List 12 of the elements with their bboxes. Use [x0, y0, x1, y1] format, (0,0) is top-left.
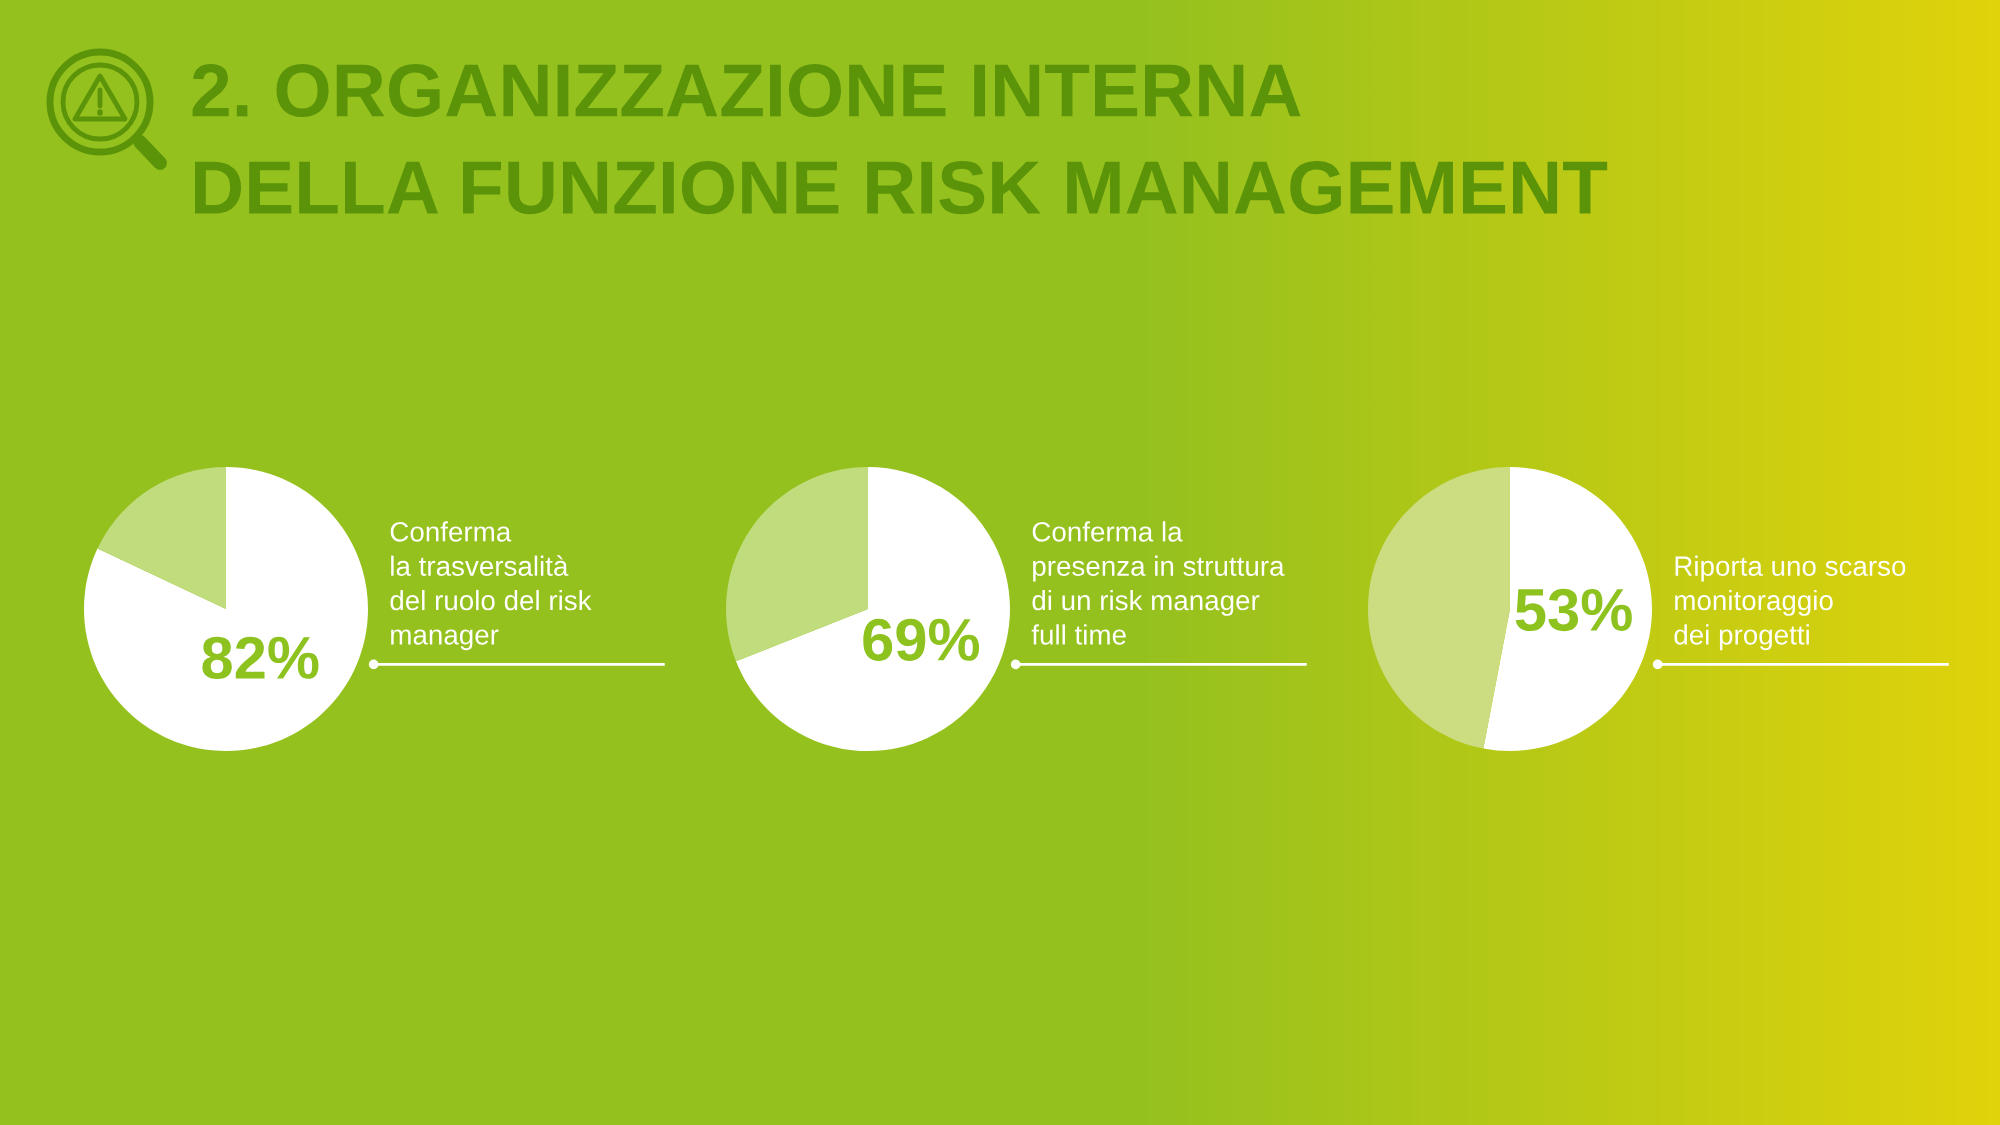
pie-slice	[1368, 467, 1510, 749]
text: Conferma la presenza in struttura di un risk manager full time	[1031, 521, 1285, 645]
data-label: 53%	[1515, 588, 1632, 632]
pie-slice	[1483, 467, 1652, 751]
text: Riporta uno scarso monitoraggio dei progetti	[1674, 555, 1906, 651]
pie-slice	[97, 467, 226, 609]
pie-slice	[84, 467, 368, 751]
data-label: 69%	[863, 618, 980, 661]
data-label: 82%	[202, 636, 319, 679]
text: 2. ORGANIZZAZIONE INTERNA DELLA FUNZIONE RISK MANAGEMENT	[192, 63, 1608, 215]
pie-slice	[735, 467, 1010, 751]
text: Conferma la trasversalità del ruolo del risk manager	[390, 521, 592, 651]
